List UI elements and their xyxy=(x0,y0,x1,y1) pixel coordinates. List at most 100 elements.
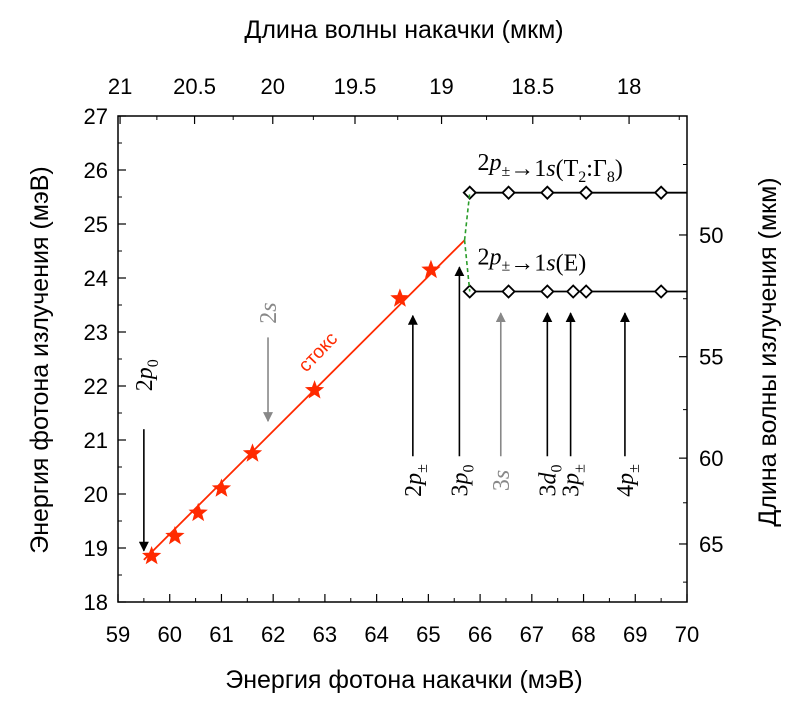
label-part: 2 xyxy=(578,169,586,186)
x-axis-title: Энергия фотона накачки (мэВ) xyxy=(225,666,583,694)
label-part: p xyxy=(488,245,502,271)
y-tick-label: 20 xyxy=(84,482,108,507)
label-part: →1 xyxy=(510,156,546,182)
right-axis-title: Длина волны излучения (мкм) xyxy=(754,177,782,526)
x-tick-label: 66 xyxy=(468,622,492,647)
x-tick-label: 63 xyxy=(313,622,337,647)
top-tick-label: 19 xyxy=(429,74,453,99)
x-tick-label: 67 xyxy=(520,622,544,647)
x-tick-label: 62 xyxy=(261,622,285,647)
label-part: ) xyxy=(615,156,623,182)
transition-label-2p0: 2p0 xyxy=(132,359,162,391)
label-part: 3 xyxy=(489,479,515,491)
label-part: (E) xyxy=(556,251,587,277)
transition-label-2p±: 2p± xyxy=(401,464,431,497)
label-part: p xyxy=(447,473,473,487)
label-part: ± xyxy=(414,464,431,473)
transition-label-3d0: 3d0 xyxy=(535,465,565,497)
y-tick-label: 27 xyxy=(84,104,108,129)
y-tick-label: 21 xyxy=(84,428,108,453)
dashed-connector xyxy=(463,192,471,241)
label-part: 2 xyxy=(478,245,490,271)
y-axis-title: Энергия фотона излучения (мэВ) xyxy=(26,166,54,554)
x-tick-label: 65 xyxy=(416,622,440,647)
y-tick-label: 26 xyxy=(84,158,108,183)
diamond-point xyxy=(501,185,516,200)
lower-transition-label: 2p±→1s(E) xyxy=(478,245,587,277)
star-point xyxy=(188,502,208,522)
top-tick-label: 18 xyxy=(617,74,641,99)
series-layer xyxy=(141,185,687,565)
label-part: ± xyxy=(502,163,511,180)
label-part: :Γ xyxy=(586,156,607,182)
label-part: ± xyxy=(572,464,589,473)
diamond-point xyxy=(578,185,594,200)
top-tick-label: 20 xyxy=(261,74,285,99)
right-tick-label: 65 xyxy=(699,532,723,557)
y-tick-label: 25 xyxy=(84,212,108,237)
star-point xyxy=(390,288,410,307)
annotation-layer: стокс2p±→1s(T2:Γ8)2p±→1s(E)2p02s2p±3p03s… xyxy=(132,150,643,552)
plot-frame xyxy=(117,115,688,603)
label-part: p xyxy=(559,473,585,487)
transition-label-2s: 2s xyxy=(256,302,282,323)
right-tick-label: 55 xyxy=(699,345,723,370)
y-tick-label: 18 xyxy=(84,590,108,615)
label-part: 2 xyxy=(478,150,490,176)
label-part: s xyxy=(256,302,282,311)
label-part: 3 xyxy=(559,485,585,497)
x-tick-label: 61 xyxy=(209,622,233,647)
label-part: 4 xyxy=(613,485,639,497)
label-part: 0 xyxy=(548,465,565,473)
axes-layer xyxy=(117,115,688,603)
top-axis-title: Длина волны накачки (мкм) xyxy=(244,16,563,44)
label-part: d xyxy=(535,472,561,485)
label-part: s xyxy=(546,251,555,277)
label-part: 3 xyxy=(447,485,473,497)
diamond-point xyxy=(540,185,555,200)
label-part: p xyxy=(401,473,427,487)
label-part: ± xyxy=(502,258,511,275)
label-part: 0 xyxy=(145,359,162,367)
diamond-point xyxy=(578,284,594,299)
y-tick-label: 19 xyxy=(84,536,108,561)
transition-label-3p0: 3p0 xyxy=(447,465,477,497)
label-part: s xyxy=(546,156,555,182)
y-tick-label: 24 xyxy=(84,266,108,291)
diamond-point xyxy=(540,284,555,299)
diamond-point xyxy=(501,284,516,299)
x-tick-label: 68 xyxy=(571,622,595,647)
x-tick-label: 70 xyxy=(675,622,699,647)
label-part: ± xyxy=(626,464,643,473)
diamond-point xyxy=(653,284,669,299)
label-part: s xyxy=(489,470,515,479)
transition-label-3s: 3s xyxy=(489,470,515,491)
label-part: 2 xyxy=(256,312,282,324)
star-point xyxy=(304,380,325,399)
label-part: p xyxy=(488,150,502,176)
label-part: p xyxy=(132,367,158,381)
top-tick-label: 19.5 xyxy=(334,74,377,99)
star-point xyxy=(211,478,232,497)
transition-label-4p±: 4p± xyxy=(613,464,643,497)
diamond-point xyxy=(653,185,669,200)
diamond-point xyxy=(565,284,581,299)
x-tick-label: 60 xyxy=(157,622,181,647)
top-tick-label: 21 xyxy=(108,74,132,99)
label-part: p xyxy=(613,473,639,487)
label-part: 2 xyxy=(132,379,158,391)
x-tick-label: 59 xyxy=(106,622,130,647)
right-tick-label: 50 xyxy=(699,223,723,248)
star-point xyxy=(421,259,441,279)
y-tick-label: 23 xyxy=(84,320,108,345)
transition-label-3p±: 3p± xyxy=(559,464,589,497)
top-tick-label: 18.5 xyxy=(511,74,554,99)
dashed-connector xyxy=(463,240,471,292)
x-tick-label: 69 xyxy=(623,622,647,647)
diamond-point xyxy=(462,185,478,200)
label-part: 0 xyxy=(460,465,477,473)
label-part: 8 xyxy=(607,169,615,186)
label-part: 3 xyxy=(535,485,561,497)
right-tick-label: 60 xyxy=(699,446,723,471)
